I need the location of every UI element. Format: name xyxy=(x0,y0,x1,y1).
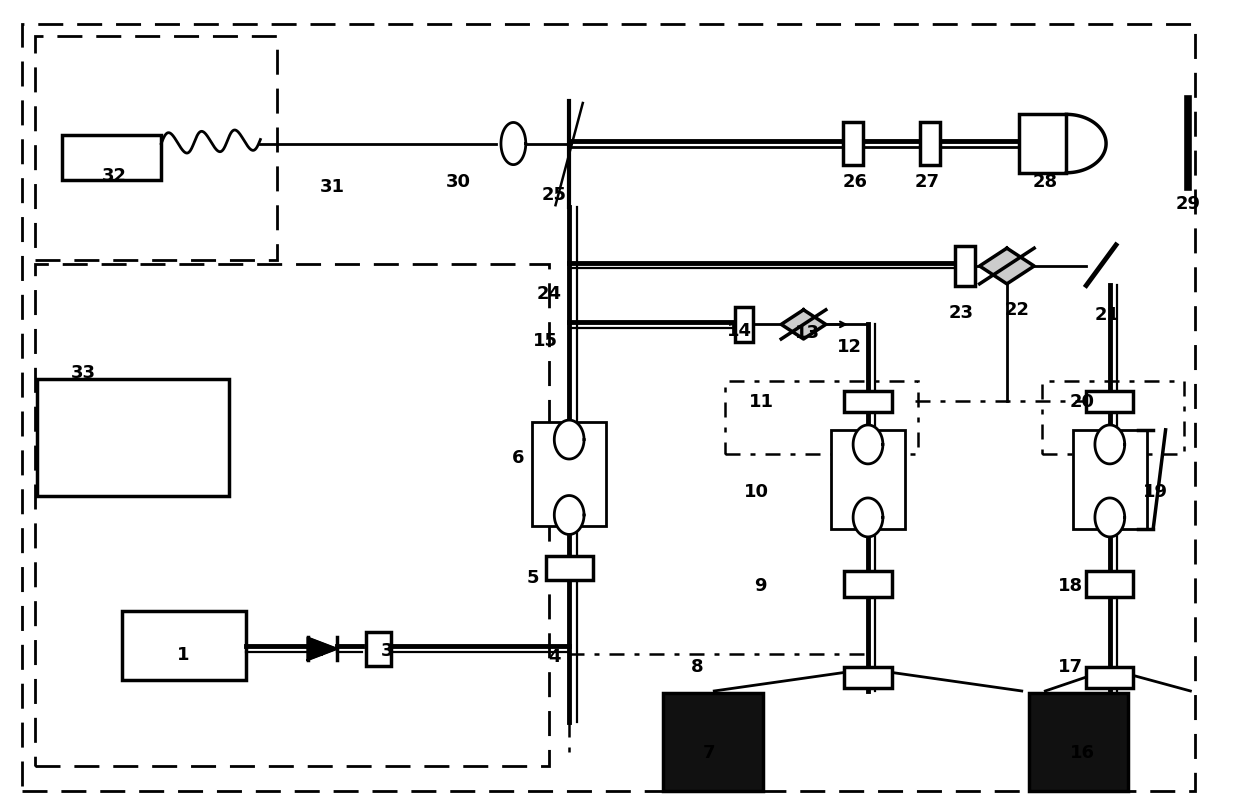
Bar xyxy=(546,556,593,580)
Text: 10: 10 xyxy=(744,483,769,501)
Text: 17: 17 xyxy=(1058,658,1083,676)
Polygon shape xyxy=(1095,425,1125,464)
Bar xyxy=(844,391,892,412)
Text: 29: 29 xyxy=(1176,195,1200,213)
Polygon shape xyxy=(308,637,337,660)
Polygon shape xyxy=(501,122,526,165)
Text: 15: 15 xyxy=(533,332,558,350)
Bar xyxy=(366,632,391,666)
Bar xyxy=(831,430,905,529)
Text: 4: 4 xyxy=(548,648,560,666)
Bar xyxy=(1086,667,1133,688)
Text: 32: 32 xyxy=(102,167,126,185)
Text: 5: 5 xyxy=(527,569,539,587)
Bar xyxy=(1086,571,1133,597)
Text: 33: 33 xyxy=(71,364,95,382)
Bar xyxy=(955,246,975,286)
Bar xyxy=(1086,391,1133,412)
Text: 9: 9 xyxy=(754,577,766,595)
Text: 8: 8 xyxy=(691,658,703,676)
Text: 26: 26 xyxy=(843,174,868,191)
Text: 21: 21 xyxy=(1095,306,1120,324)
Polygon shape xyxy=(1095,498,1125,537)
Bar xyxy=(1029,693,1128,791)
Bar xyxy=(1073,430,1147,529)
Text: 19: 19 xyxy=(1143,483,1168,501)
Polygon shape xyxy=(853,498,883,537)
Bar xyxy=(920,122,940,165)
Polygon shape xyxy=(554,496,584,534)
Text: 28: 28 xyxy=(1033,174,1058,191)
Polygon shape xyxy=(853,425,883,464)
Text: 11: 11 xyxy=(749,393,774,411)
Text: 2: 2 xyxy=(311,642,324,660)
Text: 1: 1 xyxy=(177,646,190,664)
Text: 13: 13 xyxy=(795,324,820,341)
Bar xyxy=(844,571,892,597)
Text: 18: 18 xyxy=(1058,577,1083,595)
Polygon shape xyxy=(1066,114,1106,173)
Bar xyxy=(35,264,549,766)
Text: 23: 23 xyxy=(949,304,973,322)
Bar xyxy=(844,667,892,688)
Bar xyxy=(1019,114,1066,173)
Polygon shape xyxy=(980,248,1034,284)
Text: 22: 22 xyxy=(1004,301,1029,319)
Text: 31: 31 xyxy=(320,178,345,195)
Text: 14: 14 xyxy=(727,322,751,340)
Text: 27: 27 xyxy=(915,174,940,191)
Text: 3: 3 xyxy=(381,642,393,660)
Polygon shape xyxy=(554,420,584,459)
Text: 25: 25 xyxy=(542,186,567,204)
Polygon shape xyxy=(781,310,826,339)
Text: 16: 16 xyxy=(1070,744,1095,762)
Bar xyxy=(37,379,229,496)
Text: 12: 12 xyxy=(837,338,862,356)
Bar xyxy=(663,693,763,791)
Bar xyxy=(122,611,246,680)
Bar xyxy=(1042,381,1184,454)
Bar xyxy=(532,422,606,526)
Bar xyxy=(735,307,753,342)
Text: 24: 24 xyxy=(537,285,562,303)
Bar xyxy=(843,122,863,165)
Bar xyxy=(35,36,277,260)
Bar xyxy=(62,135,161,180)
Text: 20: 20 xyxy=(1070,393,1095,411)
Text: 6: 6 xyxy=(512,449,525,467)
Text: 30: 30 xyxy=(446,174,471,191)
Text: 7: 7 xyxy=(703,744,715,762)
Bar xyxy=(725,381,918,454)
